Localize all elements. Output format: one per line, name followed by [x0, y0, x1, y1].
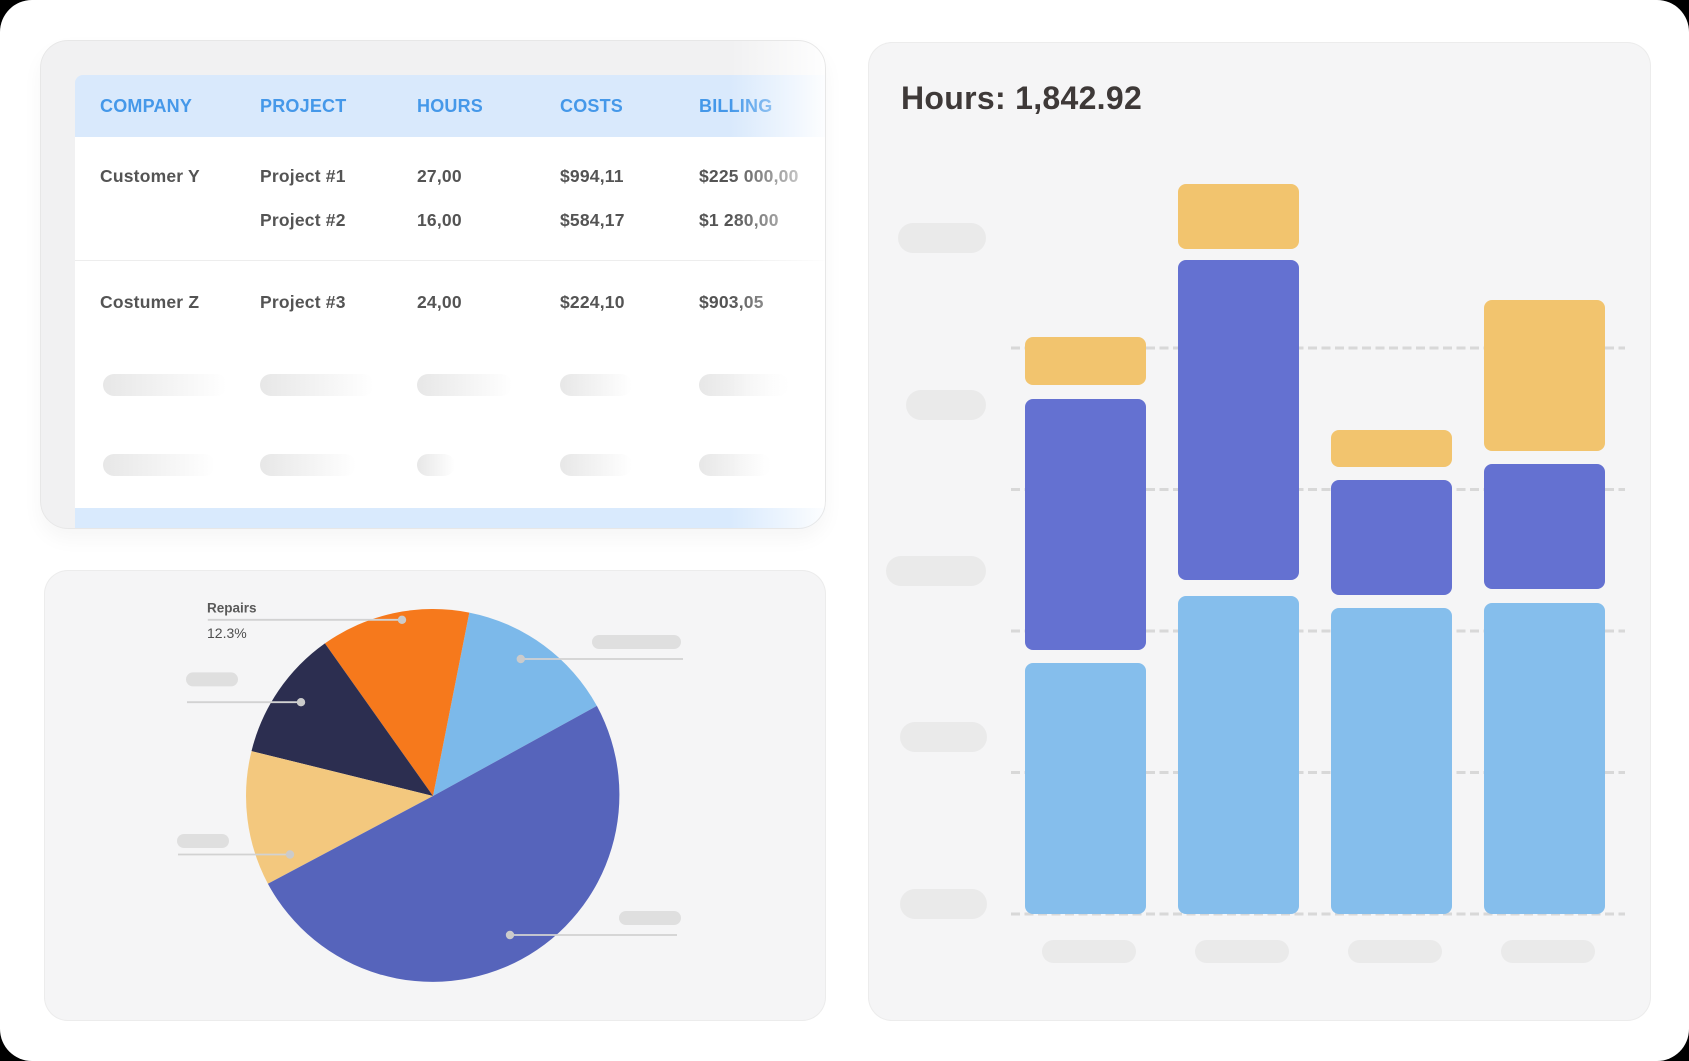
svg-text:Repairs: Repairs [207, 601, 257, 616]
svg-text:12.3%: 12.3% [207, 625, 247, 641]
